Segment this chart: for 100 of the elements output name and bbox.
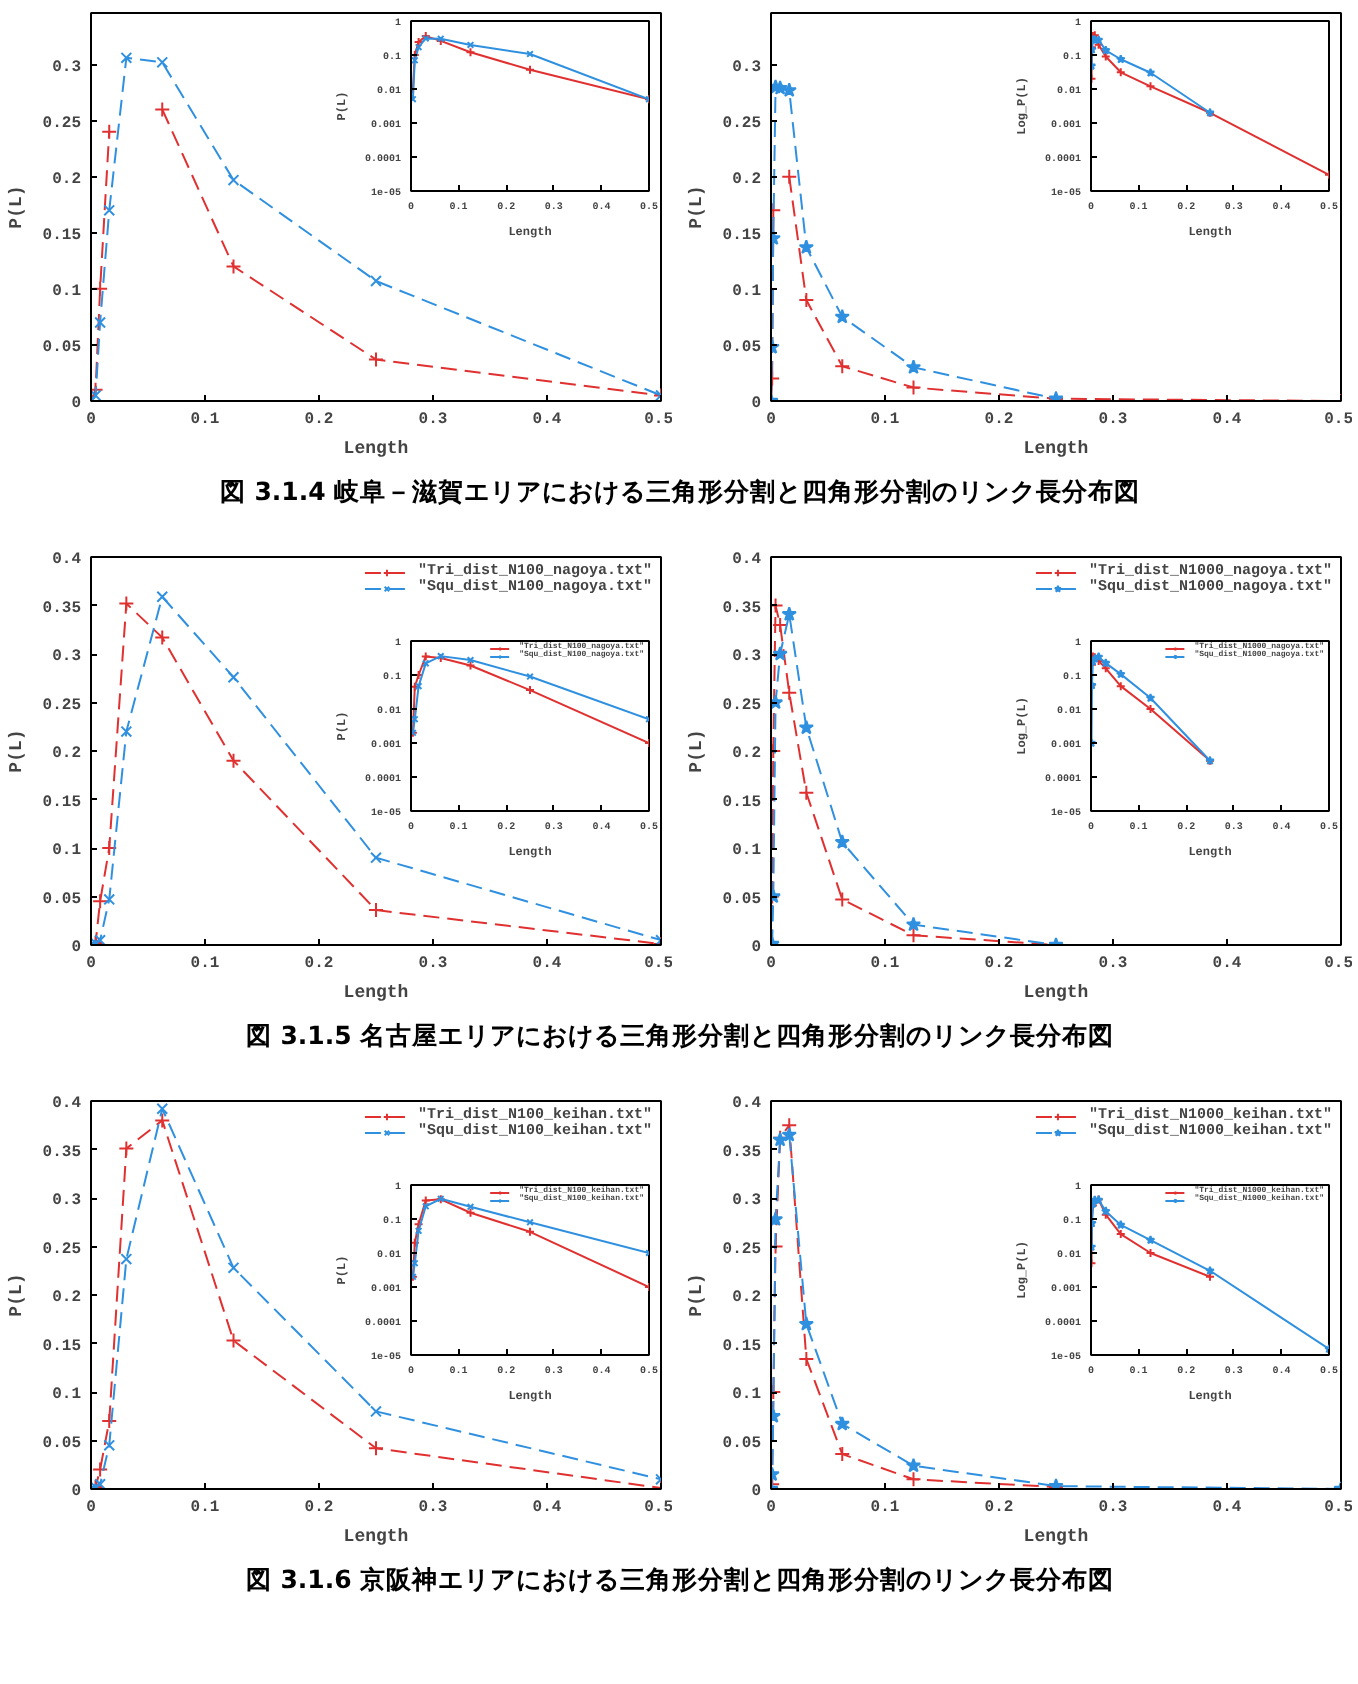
y-tick-label: 0 xyxy=(71,939,82,957)
x-tick-label: 0.3 xyxy=(1098,955,1128,973)
caption: 図 3.1.6 京阪神エリアにおける三角形分割と四角形分割のリンク長分布図 xyxy=(245,1562,1115,1598)
x-tick-label: 0.1 xyxy=(190,955,220,973)
y-tick-label: 0.05 xyxy=(42,338,82,357)
x-tick-label: 0.4 xyxy=(532,955,562,973)
y-tick-label: 0 xyxy=(751,939,762,957)
y-tick-label: 0.15 xyxy=(722,793,762,812)
y-tick-label: 0.3 xyxy=(52,1192,82,1210)
y-tick-label: 0.05 xyxy=(722,1434,762,1453)
x-tick-label: 0.3 xyxy=(418,1499,448,1517)
x-tick-label: 0.1 xyxy=(870,955,900,973)
x-tick-label: 0 xyxy=(766,1499,777,1517)
x-tick-label: 0.5 xyxy=(1324,1499,1354,1517)
x-tick-label: 0.5 xyxy=(644,1499,674,1517)
y-tick-label: 0.25 xyxy=(42,696,82,715)
y-tick-label: 0.3 xyxy=(52,58,82,77)
y-tick-label: 0.1 xyxy=(732,842,762,860)
x-axis-title: Length xyxy=(343,983,409,1003)
y-tick-label: 0.1 xyxy=(52,842,82,860)
y-tick-label: 0.2 xyxy=(52,1289,82,1307)
x-tick-label: 0 xyxy=(86,1499,97,1517)
x-tick-label: 0 xyxy=(86,411,97,429)
y-tick-label: 0.35 xyxy=(42,1143,82,1162)
caption: 図 3.1.5 名古屋エリアにおける三角形分割と四角形分割のリンク長分布図 xyxy=(245,1018,1115,1054)
x-axis-title: Length xyxy=(343,439,409,459)
y-tick-label: 0.2 xyxy=(52,745,82,763)
x-tick-label: 0.1 xyxy=(870,1499,900,1517)
y-tick-label: 0.3 xyxy=(732,648,762,666)
y-tick-label: 0.25 xyxy=(42,1240,82,1259)
y-tick-label: 0.2 xyxy=(52,170,82,189)
y-tick-label: 0.2 xyxy=(732,745,762,763)
y-axis-title: P(L) xyxy=(6,1273,27,1317)
y-tick-label: 0.15 xyxy=(42,1337,82,1356)
y-tick-label: 0 xyxy=(751,395,762,413)
x-tick-label: 0.3 xyxy=(418,411,448,429)
x-axis-title: Length xyxy=(1023,983,1089,1003)
x-tick-label: 0.3 xyxy=(1098,411,1128,429)
y-tick-label: 0.35 xyxy=(722,1143,762,1162)
x-tick-label: 0.4 xyxy=(1212,955,1242,973)
y-axis-title: P(L) xyxy=(6,729,27,773)
x-tick-label: 0.4 xyxy=(532,1499,562,1517)
x-axis-title: Length xyxy=(343,1527,409,1547)
x-tick-label: 0.5 xyxy=(644,411,674,429)
y-tick-label: 0.25 xyxy=(722,1240,762,1259)
x-tick-label: 0 xyxy=(86,955,97,973)
x-tick-label: 0.4 xyxy=(1212,411,1242,429)
x-tick-label: 0.2 xyxy=(984,1499,1014,1517)
y-tick-label: 0 xyxy=(751,1483,762,1501)
y-tick-label: 0.4 xyxy=(732,1095,762,1113)
y-tick-label: 0.05 xyxy=(42,890,82,909)
y-tick-label: 0.4 xyxy=(732,551,762,569)
y-tick-label: 0.15 xyxy=(42,793,82,812)
y-tick-label: 0.35 xyxy=(42,599,82,618)
y-tick-label: 0 xyxy=(71,395,82,413)
x-tick-label: 0.1 xyxy=(190,1499,220,1517)
x-tick-label: 0 xyxy=(766,955,777,973)
y-tick-label: 0 xyxy=(71,1483,82,1501)
y-tick-label: 0.1 xyxy=(52,282,82,301)
y-tick-label: 0.4 xyxy=(52,1095,82,1113)
x-axis-title: Length xyxy=(1023,439,1089,459)
x-tick-label: 0 xyxy=(766,411,777,429)
y-tick-label: 0.05 xyxy=(42,1434,82,1453)
y-tick-label: 0.3 xyxy=(52,648,82,666)
x-tick-label: 0.5 xyxy=(1324,411,1354,429)
y-tick-label: 0.25 xyxy=(722,114,762,133)
y-tick-label: 0.25 xyxy=(42,114,82,133)
y-tick-label: 0.3 xyxy=(732,58,762,77)
x-tick-label: 0.5 xyxy=(1324,955,1354,973)
x-tick-label: 0.4 xyxy=(1212,1499,1242,1517)
y-tick-label: 0.3 xyxy=(732,1192,762,1210)
x-tick-label: 0.2 xyxy=(304,955,334,973)
x-tick-label: 0.2 xyxy=(304,1499,334,1517)
x-tick-label: 0.3 xyxy=(418,955,448,973)
y-axis-title: P(L) xyxy=(686,185,707,229)
x-tick-label: 0.5 xyxy=(644,955,674,973)
x-tick-label: 0.4 xyxy=(532,411,562,429)
y-axis-title: P(L) xyxy=(6,185,27,229)
y-tick-label: 0.1 xyxy=(732,1386,762,1404)
y-axis-title: P(L) xyxy=(686,1273,707,1317)
y-tick-label: 0.15 xyxy=(722,226,762,245)
y-axis-title: P(L) xyxy=(686,729,707,773)
x-tick-label: 0.2 xyxy=(984,411,1014,429)
y-tick-label: 0.1 xyxy=(52,1386,82,1404)
y-tick-label: 0.2 xyxy=(732,170,762,189)
y-tick-label: 0.35 xyxy=(722,599,762,618)
x-tick-label: 0.1 xyxy=(870,411,900,429)
x-axis-title: Length xyxy=(1023,1527,1089,1547)
x-tick-label: 0.1 xyxy=(190,411,220,429)
y-tick-label: 0.15 xyxy=(42,226,82,245)
x-tick-label: 0.3 xyxy=(1098,1499,1128,1517)
x-tick-label: 0.2 xyxy=(304,411,334,429)
y-tick-label: 0.15 xyxy=(722,1337,762,1356)
y-tick-label: 0.25 xyxy=(722,696,762,715)
y-tick-label: 0.2 xyxy=(732,1289,762,1307)
y-tick-label: 0.4 xyxy=(52,551,82,569)
y-tick-label: 0.1 xyxy=(732,282,762,301)
y-tick-label: 0.05 xyxy=(722,890,762,909)
y-tick-label: 0.05 xyxy=(722,338,762,357)
x-tick-label: 0.2 xyxy=(984,955,1014,973)
